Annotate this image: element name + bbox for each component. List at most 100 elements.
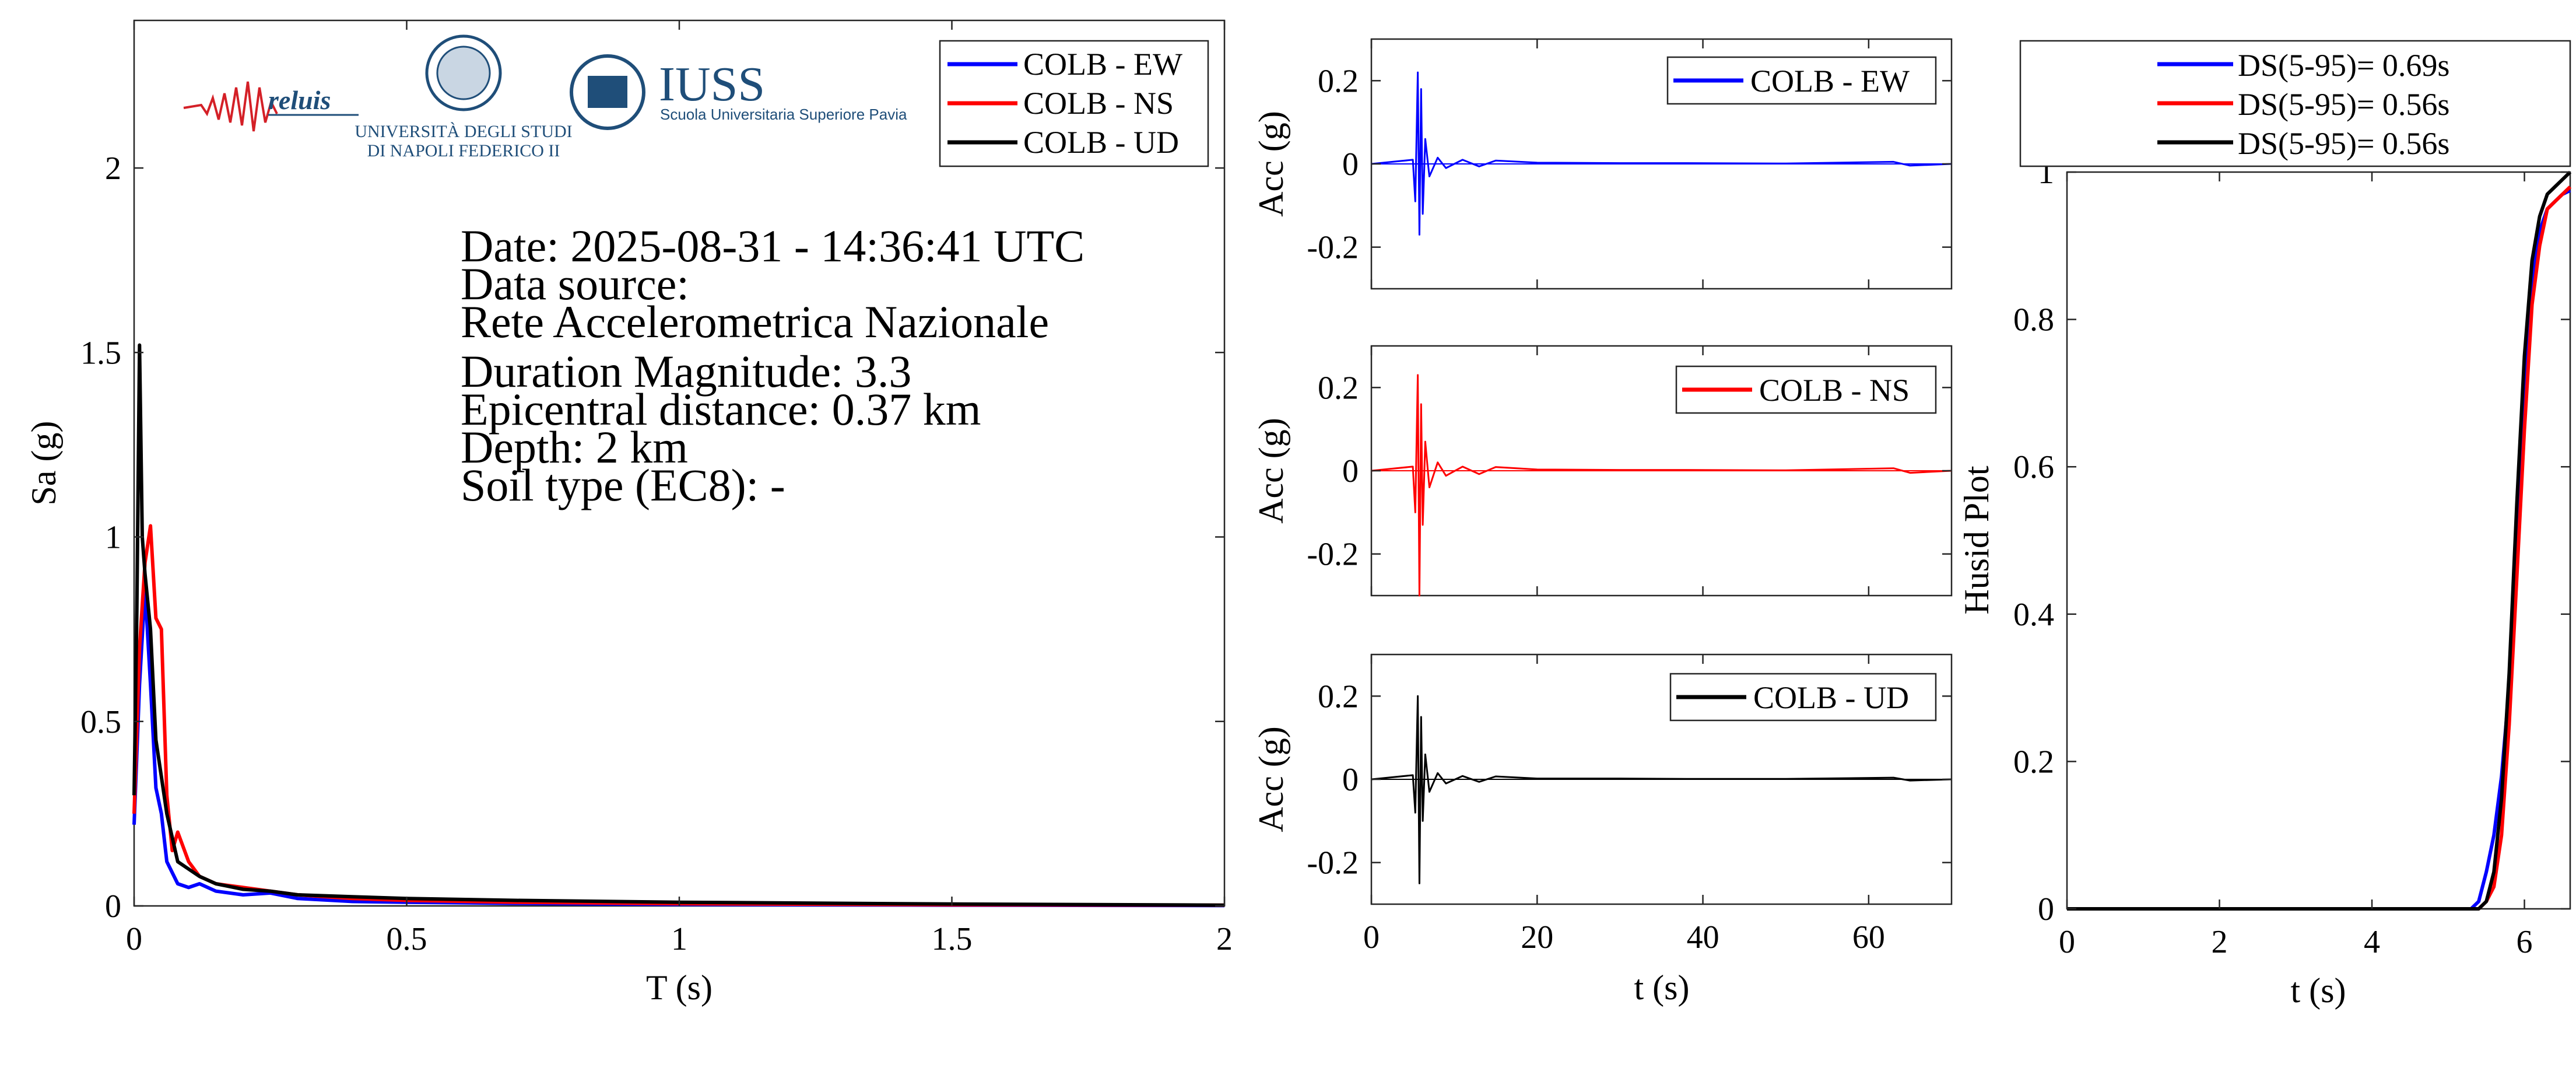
spectrum-ytick-label: 0.5 [80,704,121,740]
spectrum-ytick-label: 1 [105,520,121,556]
acc-ud-ytick-label: 0.2 [1318,678,1359,715]
husid-chart: 0 2 4 600.20.40.60.81 Husid Plot t (s) DS(5… [1957,40,2572,1010]
spectrum-chart: 0 0.5 1 1.5 2 0 0.5 1 1.5 2 Sa (g) T (s) reluis U… [24,19,1233,1007]
husid-xlabel: t (s) [2291,971,2346,1010]
acc-ew-legend: COLB - EW [1666,56,1937,105]
spectrum-series-2 [132,343,1225,907]
husid-legend-label-ew: DS(5-95)= 0.69s [2238,48,2449,83]
acc-ns-ytick-label: -0.2 [1307,537,1359,573]
spectrum-ticks-layer: 0 0.5 1 1.5 2 0 0.5 1 1.5 2 [80,20,1233,957]
acc-ud-xtick-label: 60 [1852,919,1885,956]
unina-logo-line1: UNIVERSITÀ DEGLI STUDI [355,122,572,141]
unina-seal-icon [425,34,502,111]
husid-axes-box [2066,171,2571,910]
acc-ud-legend: COLB - UD [1669,673,1937,722]
acc-ud-chart: 0 20 40 60 -0.2 0 0.2 Acc (g) t (s) COLB - UD [1252,653,1953,1007]
acc-ud-xtick-label: 40 [1687,919,1719,956]
unina-logo: UNIVERSITÀ DEGLI STUDI DI NAPOLI FEDERIC… [355,34,573,160]
spectrum-series-1 [132,524,1225,907]
husid-legend-box [2019,40,2571,167]
husid-xtick-label: 0 [2059,924,2075,960]
spectrum-xtick-label: 1.5 [932,921,973,957]
reluis-logo-text: reluis [268,85,331,115]
acc-ew-series-0 [1371,71,1952,236]
acc-ew-ylabel: Acc (g) [1252,111,1290,217]
info-distance: Epicentral distance: 0.37 km [461,384,981,435]
husid-xtick-label: 2 [2212,924,2228,960]
husid-ytick-label: 0.8 [2013,302,2054,338]
spectrum-xtick-label: 1 [671,921,687,957]
spectrum-xlabel: T (s) [646,968,713,1007]
husid-series-1 [2067,186,2572,911]
acc-ns-series-layer [1371,374,1952,597]
unina-logo-line2: DI NAPOLI FEDERICO II [367,141,560,160]
seismogram-logo-icon [183,81,278,132]
husid-series-2 [2067,170,2572,911]
acc-ns-legend: COLB - NS [1675,365,1937,414]
husid-legend-label-ns: DS(5-95)= 0.56s [2238,87,2449,122]
legend-label-ew: COLB - EW [1023,47,1182,82]
info-source: Rete Accelerometrica Nazionale [461,296,1049,347]
info-soil: Soil type (EC8): - [461,460,785,510]
spectrum-series-layer [132,343,1225,908]
spectrum-ytick-label: 0 [105,888,121,925]
spectrum-ytick-label: 2 [105,150,121,187]
husid-ticks-layer: 0 2 4 600.20.40.60.81 [2013,155,2570,960]
acc-ud-series-layer [1371,695,1952,884]
husid-ylabel: Husid Plot [1957,466,1996,614]
acc-ud-ytick-label: 0 [1342,762,1359,798]
spectrum-xtick-label: 2 [1216,921,1233,957]
acc-ud-ytick-label: -0.2 [1307,845,1359,881]
event-info: Date: 2025-08-31 - 14:36:41 UTC Data sou… [461,220,1085,510]
iuss-logo-text: IUSS [659,57,765,111]
spectrum-xtick-label: 0.5 [387,921,427,957]
acc-ns-legend-box [1675,365,1937,414]
acc-ew-chart: -0.2 0 0.2 Acc (g) COLB - EW [1252,38,1953,290]
reluis-logo: reluis [183,81,359,132]
info-depth: Depth: 2 km [461,422,688,473]
acc-ns-ticks-layer: -0.2 0 0.2 [1307,346,1952,596]
iuss-emblem-icon [570,54,645,130]
husid-ytick-label: 0.4 [2013,597,2054,633]
spectrum-xtick-label: 0 [126,921,142,957]
iuss-logo-subtitle: Scuola Universitaria Superiore Pavia [660,106,907,123]
unina-seal-inner-icon [436,46,491,100]
acc-ew-ytick-label: -0.2 [1307,230,1359,266]
spectrum-series-0 [132,587,1225,908]
acc-ud-xtick-label: 20 [1521,919,1553,956]
acc-ns-ytick-label: 0.2 [1318,370,1359,406]
iuss-logo: IUSS Scuola Universitaria Superiore Pavi… [570,54,907,130]
acc-ns-chart: -0.2 0 0.2 Acc (g) COLB - NS [1252,345,1953,597]
acc-ew-ytick-label: 0 [1342,146,1359,183]
husid-series-layer [2067,170,2572,911]
info-magnitude: Duration Magnitude: 3.3 [461,346,911,397]
acc-ns-legend-label: COLB - NS [1759,373,1910,408]
legend-label-ud: COLB - UD [1023,125,1179,160]
husid-legend-label-ud: DS(5-95)= 0.56s [2238,126,2449,161]
acc-ew-ytick-label: 0.2 [1318,63,1359,99]
legend-label-ns: COLB - NS [1023,86,1174,121]
info-date: Date: 2025-08-31 - 14:36:41 UTC [461,220,1085,271]
acc-ew-ticks-layer: -0.2 0 0.2 [1307,39,1952,289]
acc-ud-series-0 [1371,695,1952,884]
husid-ytick-label: 0.6 [2013,449,2054,485]
acc-ns-ytick-label: 0 [1342,453,1359,489]
spectrum-ytick-label: 1.5 [80,335,121,371]
acc-ud-ylabel: Acc (g) [1252,726,1290,832]
acc-ew-series-layer [1371,71,1952,236]
iuss-building-icon [588,76,627,108]
husid-legend: DS(5-95)= 0.69s DS(5-95)= 0.56s DS(5-95)… [2019,40,2571,167]
info-source-label: Data source: [461,258,689,309]
husid-ytick-label: 0.2 [2013,744,2054,780]
spectrum-legend: COLB - EW COLB - NS COLB - UD [939,40,1209,167]
acc-ud-xtick-label: 0 [1363,919,1380,956]
acc-ew-legend-label: COLB - EW [1750,64,1910,99]
acc-ns-ylabel: Acc (g) [1252,418,1290,524]
husid-xtick-label: 6 [2517,924,2533,960]
spectrum-ylabel: Sa (g) [24,421,63,506]
husid-ytick-label: 0 [2038,891,2054,928]
husid-xtick-label: 4 [2364,924,2380,960]
husid-series-0 [2067,188,2571,911]
acc-ud-xlabel: t (s) [1634,968,1690,1007]
